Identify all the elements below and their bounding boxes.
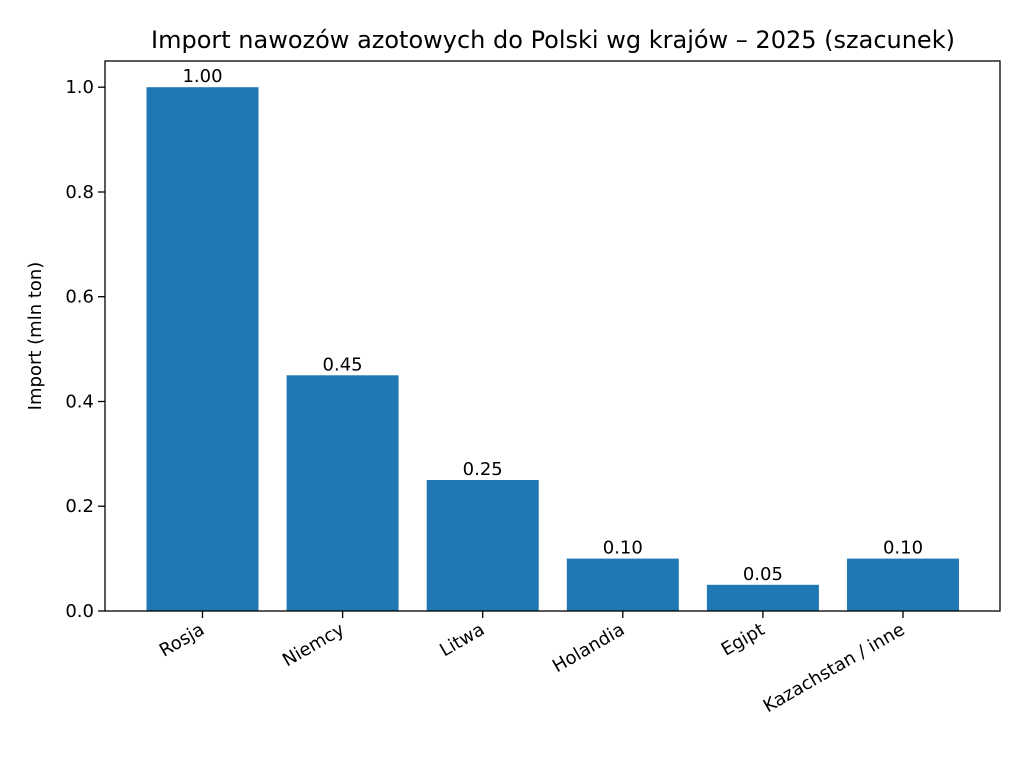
y-tick-label: 0.2 (65, 496, 94, 517)
y-tick-label: 0.6 (65, 287, 94, 308)
x-tick-label: Kazachstan / inne (760, 619, 909, 717)
data-label: 0.25 (463, 459, 503, 480)
data-label: 1.00 (182, 66, 222, 87)
data-label: 0.10 (883, 538, 923, 559)
data-label: 0.10 (603, 538, 643, 559)
bar (286, 375, 399, 611)
data-label: 0.45 (323, 354, 363, 375)
bar (847, 558, 959, 611)
y-tick-label: 0.0 (65, 601, 94, 622)
axes-frame (104, 60, 1001, 612)
x-tick-label: Holandia (549, 619, 628, 677)
bar (706, 584, 819, 611)
plot-area: 1.00 0.45 0.25 0.10 0.05 0.10 0.0 0.2 0.4 0.6 0.8 1… (65, 60, 1001, 717)
bar (426, 480, 539, 611)
x-tick-label: Rosja (156, 619, 208, 661)
y-tick-label: 0.8 (65, 182, 94, 203)
x-tick-label: Egipt (718, 619, 769, 660)
y-tick-label: 0.4 (65, 392, 94, 413)
x-tick-label: Litwa (436, 619, 488, 661)
bar (146, 87, 259, 611)
bar (566, 558, 679, 611)
x-tick-label: Niemcy (279, 619, 348, 671)
data-label: 0.05 (743, 564, 783, 585)
y-axis-label: Import (mln ton) (25, 262, 46, 411)
chart-title: Import nawozów azotowych do Polski wg kr… (151, 26, 955, 54)
y-tick-label: 1.0 (65, 77, 94, 98)
